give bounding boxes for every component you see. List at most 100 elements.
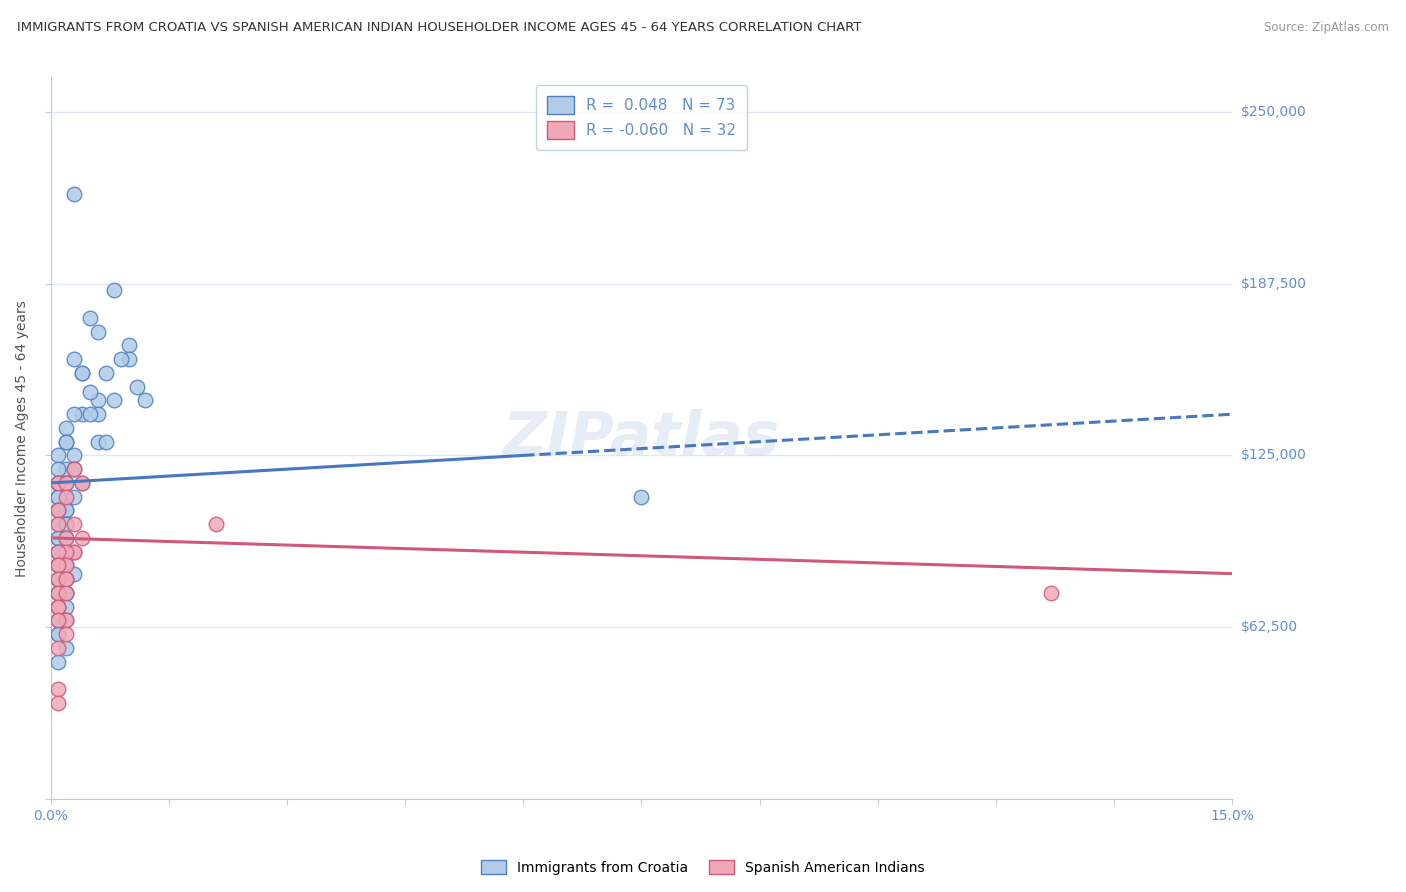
Point — [48, 475, 70, 490]
Text: Source: ZipAtlas.com: Source: ZipAtlas.com — [1264, 21, 1389, 34]
Point — [63, 187, 86, 202]
Point — [48, 503, 70, 517]
Point — [63, 517, 86, 532]
Point — [79, 385, 101, 400]
Point — [134, 393, 156, 408]
Legend: Immigrants from Croatia, Spanish American Indians: Immigrants from Croatia, Spanish America… — [475, 855, 931, 880]
Point — [87, 325, 110, 339]
Point — [55, 586, 77, 600]
Text: $125,000: $125,000 — [1240, 449, 1306, 462]
Point — [55, 544, 77, 558]
Point — [118, 338, 141, 352]
Point — [48, 586, 70, 600]
Point — [63, 566, 86, 581]
Point — [55, 572, 77, 586]
Point — [87, 393, 110, 408]
Point — [63, 544, 86, 558]
Point — [48, 517, 70, 532]
Point — [63, 449, 86, 463]
Point — [48, 449, 70, 463]
Point — [94, 434, 117, 449]
Point — [70, 366, 93, 380]
Text: IMMIGRANTS FROM CROATIA VS SPANISH AMERICAN INDIAN HOUSEHOLDER INCOME AGES 45 - : IMMIGRANTS FROM CROATIA VS SPANISH AMERI… — [17, 21, 862, 34]
Point — [48, 599, 70, 614]
Point — [55, 558, 77, 573]
Text: ZIPatlas: ZIPatlas — [503, 409, 780, 467]
Point — [48, 696, 70, 710]
Point — [70, 475, 93, 490]
Text: $62,500: $62,500 — [1240, 620, 1298, 634]
Point — [48, 613, 70, 627]
Point — [94, 366, 117, 380]
Legend: R =  0.048   N = 73, R = -0.060   N = 32: R = 0.048 N = 73, R = -0.060 N = 32 — [536, 85, 747, 150]
Point — [127, 380, 149, 394]
Point — [103, 284, 125, 298]
Point — [48, 682, 70, 697]
Point — [48, 613, 70, 627]
Point — [48, 572, 70, 586]
Point — [48, 503, 70, 517]
Point — [55, 586, 77, 600]
Point — [48, 475, 70, 490]
Point — [205, 517, 228, 532]
Y-axis label: Householder Income Ages 45 - 64 years: Householder Income Ages 45 - 64 years — [15, 300, 30, 577]
Point — [79, 310, 101, 325]
Text: $250,000: $250,000 — [1240, 104, 1306, 119]
Point — [48, 640, 70, 655]
Point — [48, 558, 70, 573]
Point — [87, 407, 110, 421]
Point — [55, 434, 77, 449]
Point — [63, 462, 86, 476]
Point — [48, 655, 70, 669]
Point — [110, 352, 132, 367]
Point — [48, 572, 70, 586]
Point — [48, 627, 70, 641]
Point — [48, 544, 70, 558]
Point — [55, 475, 77, 490]
Point — [55, 421, 77, 435]
Point — [48, 531, 70, 545]
Point — [55, 627, 77, 641]
Point — [48, 586, 70, 600]
Point — [63, 462, 86, 476]
Point — [55, 531, 77, 545]
Point — [55, 503, 77, 517]
Point — [48, 490, 70, 504]
Point — [48, 627, 70, 641]
Point — [48, 531, 70, 545]
Point — [63, 544, 86, 558]
Point — [1040, 586, 1063, 600]
Point — [55, 517, 77, 532]
Point — [118, 352, 141, 367]
Point — [70, 366, 93, 380]
Point — [55, 640, 77, 655]
Point — [63, 352, 86, 367]
Point — [55, 517, 77, 532]
Point — [48, 503, 70, 517]
Text: $187,500: $187,500 — [1240, 277, 1306, 291]
Point — [55, 475, 77, 490]
Point — [48, 558, 70, 573]
Point — [79, 407, 101, 421]
Point — [55, 599, 77, 614]
Point — [48, 517, 70, 532]
Point — [55, 475, 77, 490]
Point — [55, 586, 77, 600]
Point — [55, 613, 77, 627]
Point — [48, 586, 70, 600]
Point — [55, 531, 77, 545]
Point — [48, 490, 70, 504]
Point — [55, 490, 77, 504]
Point — [63, 407, 86, 421]
Point — [103, 393, 125, 408]
Point — [48, 599, 70, 614]
Point — [55, 558, 77, 573]
Point — [87, 434, 110, 449]
Point — [630, 490, 652, 504]
Point — [48, 599, 70, 614]
Point — [48, 544, 70, 558]
Point — [70, 407, 93, 421]
Point — [55, 490, 77, 504]
Point — [48, 558, 70, 573]
Point — [55, 434, 77, 449]
